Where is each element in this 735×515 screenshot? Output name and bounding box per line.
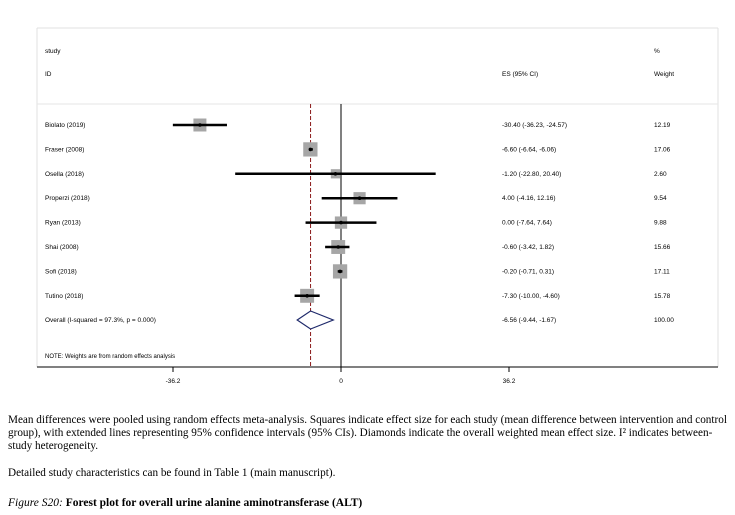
caption-description: Mean differences were pooled using rando… (8, 414, 727, 452)
study-point (336, 245, 341, 249)
study-weight: 2.60 (654, 171, 667, 178)
study-es-ci: 4.00 (-4.16, 12.16) (502, 195, 555, 202)
study-weight: 17.11 (654, 268, 670, 275)
study-weight: 9.88 (654, 220, 667, 227)
study-id: Sofi (2018) (45, 268, 77, 275)
study-point (333, 172, 338, 176)
figure-text: Forest plot for overall urine alanine am… (62, 497, 363, 509)
x-ticks: -36.2 0 36.2 (166, 367, 516, 385)
figure-title: Figure S20: Forest plot for overall urin… (8, 497, 362, 509)
study-row: Shai (2008) -0.60 (-3.42, 1.82) 15.66 (45, 240, 671, 254)
x-tick-label: 0 (339, 378, 343, 385)
header-study: study (45, 48, 61, 55)
study-weight: 9.54 (654, 195, 667, 202)
study-id: Biolato (2019) (45, 122, 85, 129)
study-point (339, 220, 343, 225)
forest-plot: study ID ES (95% CI) % Weight Biolato (2… (36, 27, 719, 385)
study-rows: Biolato (2019) -30.40 (-36.23, -24.57) 12.… (45, 118, 671, 303)
header-weight: Weight (654, 71, 674, 78)
study-es-ci: 0.00 (-7.64, 7.64) (502, 220, 552, 227)
study-es-ci: -0.60 (-3.42, 1.82) (502, 244, 554, 251)
study-point (357, 196, 362, 200)
caption-details: Detailed study characteristics can be fo… (8, 467, 336, 479)
study-point (198, 123, 202, 127)
overall-diamond (296, 310, 335, 330)
x-tick-label: 36.2 (503, 378, 516, 385)
study-id: Fraser (2008) (45, 146, 84, 153)
study-point (338, 269, 342, 274)
study-es-ci: -6.60 (-6.64, -6.06) (502, 146, 556, 153)
study-id: Ryan (2013) (45, 220, 81, 227)
study-weight: 12.19 (654, 122, 671, 129)
header-es: ES (95% CI) (502, 71, 538, 78)
study-row: Ryan (2013) 0.00 (-7.64, 7.64) 9.88 (45, 216, 667, 229)
study-id: Shai (2008) (45, 244, 79, 251)
study-row: Osella (2018) -1.20 (-22.80, 20.40) 2.60 (45, 169, 667, 179)
study-weight: 15.78 (654, 293, 671, 300)
header-id: ID (45, 71, 52, 78)
study-row: Tutino (2018) -7.30 (-10.00, -4.60) 15.78 (45, 288, 671, 303)
study-id: Osella (2018) (45, 171, 84, 178)
study-es-ci: -0.20 (-0.71, 0.31) (502, 268, 554, 275)
overall-weight: 100.00 (654, 317, 674, 324)
overall-es-ci: -6.56 (-9.44, -1.67) (502, 317, 556, 324)
study-es-ci: -30.40 (-36.23, -24.57) (502, 122, 567, 129)
x-tick-label: -36.2 (166, 378, 181, 385)
study-point (305, 294, 309, 298)
study-weight: 17.06 (654, 146, 671, 153)
study-row: Fraser (2008) -6.60 (-6.64, -6.06) 17.06 (45, 142, 671, 157)
study-id: Properzi (2018) (45, 195, 90, 202)
study-weight: 15.66 (654, 244, 671, 251)
forest-plot-svg: study ID ES (95% CI) % Weight Biolato (2… (36, 27, 719, 385)
study-es-ci: -7.30 (-10.00, -4.60) (502, 293, 560, 300)
study-row: Sofi (2018) -0.20 (-0.71, 0.31) 17.11 (45, 264, 670, 279)
study-id: Tutino (2018) (45, 293, 83, 300)
weights-note: NOTE: Weights are from random effects an… (45, 354, 175, 360)
study-row: Biolato (2019) -30.40 (-36.23, -24.57) 12.… (45, 118, 671, 132)
overall-row: Overall (I-squared = 97.3%, p = 0.000) -6… (45, 310, 674, 330)
header-pct: % (654, 48, 660, 55)
figure-label: Figure S20: (8, 497, 63, 509)
study-point (308, 147, 313, 152)
overall-label: Overall (I-squared = 97.3%, p = 0.000) (45, 317, 156, 324)
study-es-ci: -1.20 (-22.80, 20.40) (502, 171, 561, 178)
study-row: Properzi (2018) 4.00 (-4.16, 12.16) 9.54 (45, 192, 667, 205)
